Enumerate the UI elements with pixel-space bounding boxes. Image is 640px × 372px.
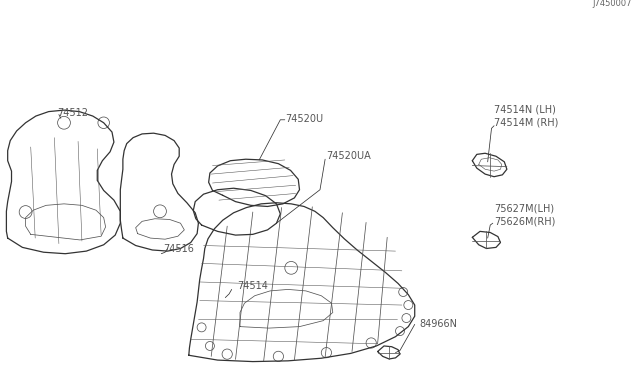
Text: 74520UA: 74520UA [326,151,371,161]
Text: 74514N (LH): 74514N (LH) [494,105,556,115]
Text: 84966N: 84966N [419,319,457,328]
Text: 75627M(LH): 75627M(LH) [494,203,554,213]
Text: 74514M (RH): 74514M (RH) [494,118,559,128]
Text: 75626M(RH): 75626M(RH) [494,217,556,226]
Text: 74512: 74512 [58,109,88,118]
Text: 74520U: 74520U [285,114,323,124]
Text: J7450007: J7450007 [593,0,632,8]
Text: 74516: 74516 [163,244,194,254]
Text: 74514: 74514 [237,282,268,291]
